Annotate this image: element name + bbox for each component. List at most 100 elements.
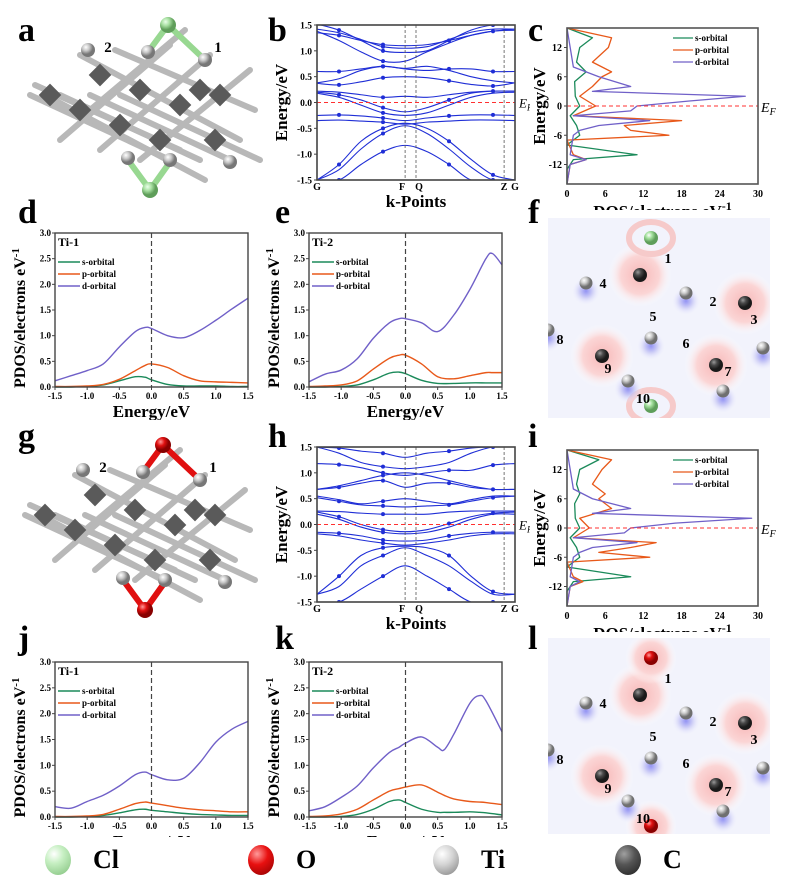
y-tick-label: 0.5 [294,356,306,366]
kpoint-label: Q [415,604,423,615]
atom-number-label: 7 [725,785,732,800]
y-axis-label: PDOS/electrons eV-1 [265,678,283,818]
band-marker [381,478,385,483]
band-line [317,547,515,596]
band-marker [447,553,451,558]
y-tick-label: 0.5 [40,786,52,796]
legend-label-o: O [296,845,317,874]
band-marker [337,82,341,87]
y-tick-label: 2.0 [40,709,52,719]
c-atom [188,78,212,102]
legend-label: p-orbital [336,269,371,279]
c-atom [83,483,107,507]
bond [112,512,258,583]
x-tick-label: 24 [715,611,725,622]
y-tick-label: 2.5 [294,683,306,693]
atom-annotation: Ti-2 [312,235,333,249]
atom-annotation: Ti-1 [58,235,79,249]
panel-label-a: a [18,12,35,49]
band-line [317,125,515,180]
ti-atom [621,374,635,388]
y-tick-label: 1.5 [294,305,306,315]
pdos-line-d-orbital [54,720,249,810]
ti-atom [548,323,555,337]
c-atom [68,98,92,122]
band-marker [337,112,341,117]
y-tick-label: 1.5 [40,735,52,745]
pdos-line-p-orbital [54,363,249,388]
legend-label: d-orbital [336,710,371,720]
band-marker [491,69,495,74]
band-marker [337,92,341,97]
x-tick-label: 0.5 [178,391,190,401]
atom-number-label: 9 [605,362,612,377]
band-marker [337,499,341,504]
band-marker [337,28,341,33]
y-tick-label: 3.0 [294,228,306,238]
y-tick-label: 1.5 [300,22,312,32]
bond [82,447,183,533]
band-marker [447,481,451,486]
y-tick-label: 0.5 [300,495,312,505]
ti-atom [756,341,770,355]
c-atom [103,533,127,557]
bond [160,442,203,483]
band-structure-chart-h: GFQZGEF-1.5-1.0-0.50.00.51.01.5k-PointsE… [272,444,530,633]
y-tick-label: 0.5 [300,73,312,83]
bond [117,92,263,163]
atom-number-label: 10 [636,812,650,827]
band-marker [337,69,341,74]
band-marker [381,149,385,154]
y-tick-label: 3.0 [40,228,52,238]
y-tick-label: -1.0 [297,151,312,161]
band-marker [381,120,385,125]
band-marker [381,541,385,546]
x-tick-label: 1.0 [464,391,476,401]
fermi-label: EF [760,523,777,540]
band-marker [491,487,495,492]
c-atom [595,349,609,363]
band-marker [381,59,385,64]
kpoint-label: F [399,182,405,193]
y-tick-label: 2.5 [40,683,52,693]
o-atom [644,651,658,665]
x-axis-label: k-Points [386,614,447,632]
pdos-line-d-orbital [54,297,249,382]
band-marker [337,574,341,579]
band-marker [381,503,385,508]
band-marker [381,545,385,550]
band-line [317,119,515,125]
y-tick-label: -1.5 [297,177,312,187]
x-tick-label: 6 [603,189,608,200]
band-marker [447,38,451,43]
legend-label: p-orbital [82,698,117,708]
band-marker [447,113,451,118]
kpoint-label: Q [415,182,423,193]
c-atom [738,716,752,730]
band-marker [381,105,385,110]
x-axis-label: DOS/electrons eV-1 [593,621,732,632]
panel-label-k: k [275,620,294,657]
x-axis-label: DOS/electrons eV-1 [593,199,732,210]
y-tick-label: 2.0 [40,279,52,289]
ti-atom [621,794,635,808]
legend-label: d-orbital [82,281,117,291]
y-tick-label: -6 [554,131,562,142]
ti-atom [193,473,207,487]
y-axis-label: Energy/eV [272,485,291,563]
ti-atom [76,463,90,477]
x-tick-label: -0.5 [366,821,381,831]
kpoint-label: G [313,604,321,615]
panel-label-j: j [18,620,30,657]
atom-number-label: 10 [636,392,650,407]
x-tick-label: 0.5 [432,821,444,831]
band-line [317,545,515,595]
ti-atom [136,465,150,479]
atom-number-label: 4 [600,697,607,712]
band-marker [447,139,451,144]
band-marker [381,116,385,120]
band-marker [381,126,385,131]
x-tick-label: 30 [753,189,763,200]
legend-label: p-orbital [336,698,371,708]
